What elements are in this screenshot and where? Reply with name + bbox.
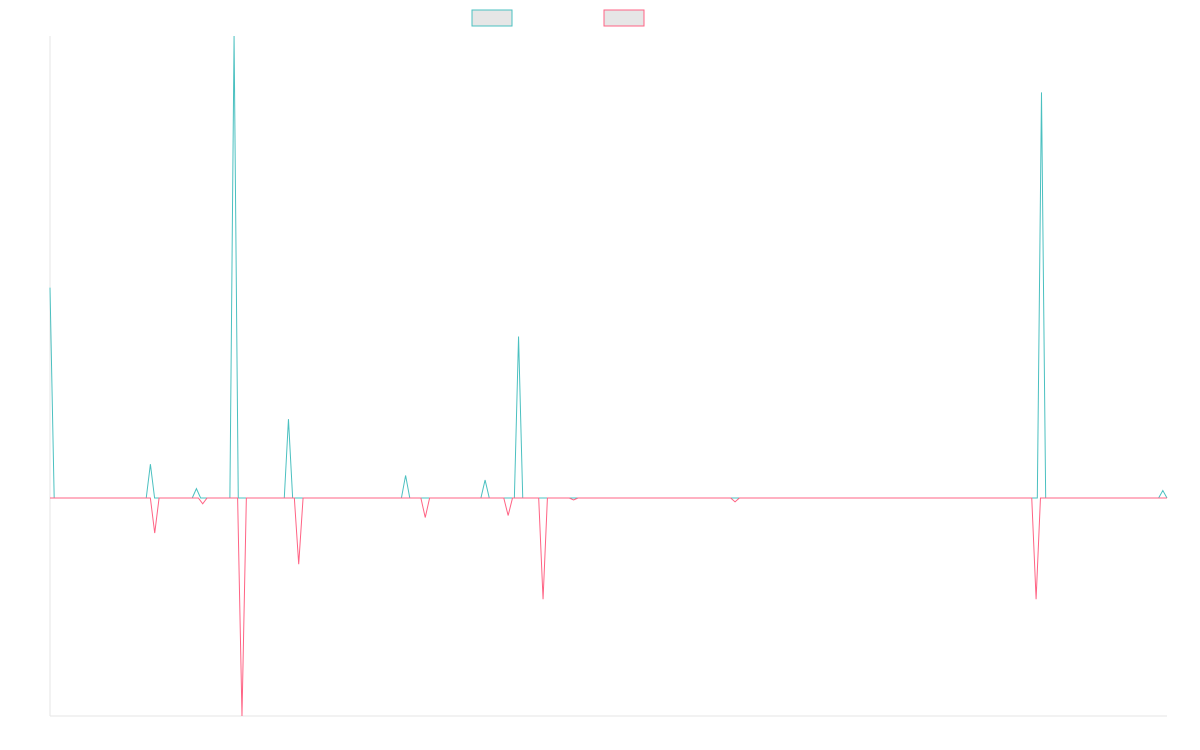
series-line-2 bbox=[50, 497, 1167, 717]
series-line-1 bbox=[49, 35, 1168, 499]
legend-swatch-2 bbox=[603, 9, 645, 27]
legend bbox=[471, 9, 645, 27]
legend-swatch-1 bbox=[471, 9, 513, 27]
chart-axes bbox=[49, 36, 1167, 717]
series-layer bbox=[49, 35, 1168, 717]
